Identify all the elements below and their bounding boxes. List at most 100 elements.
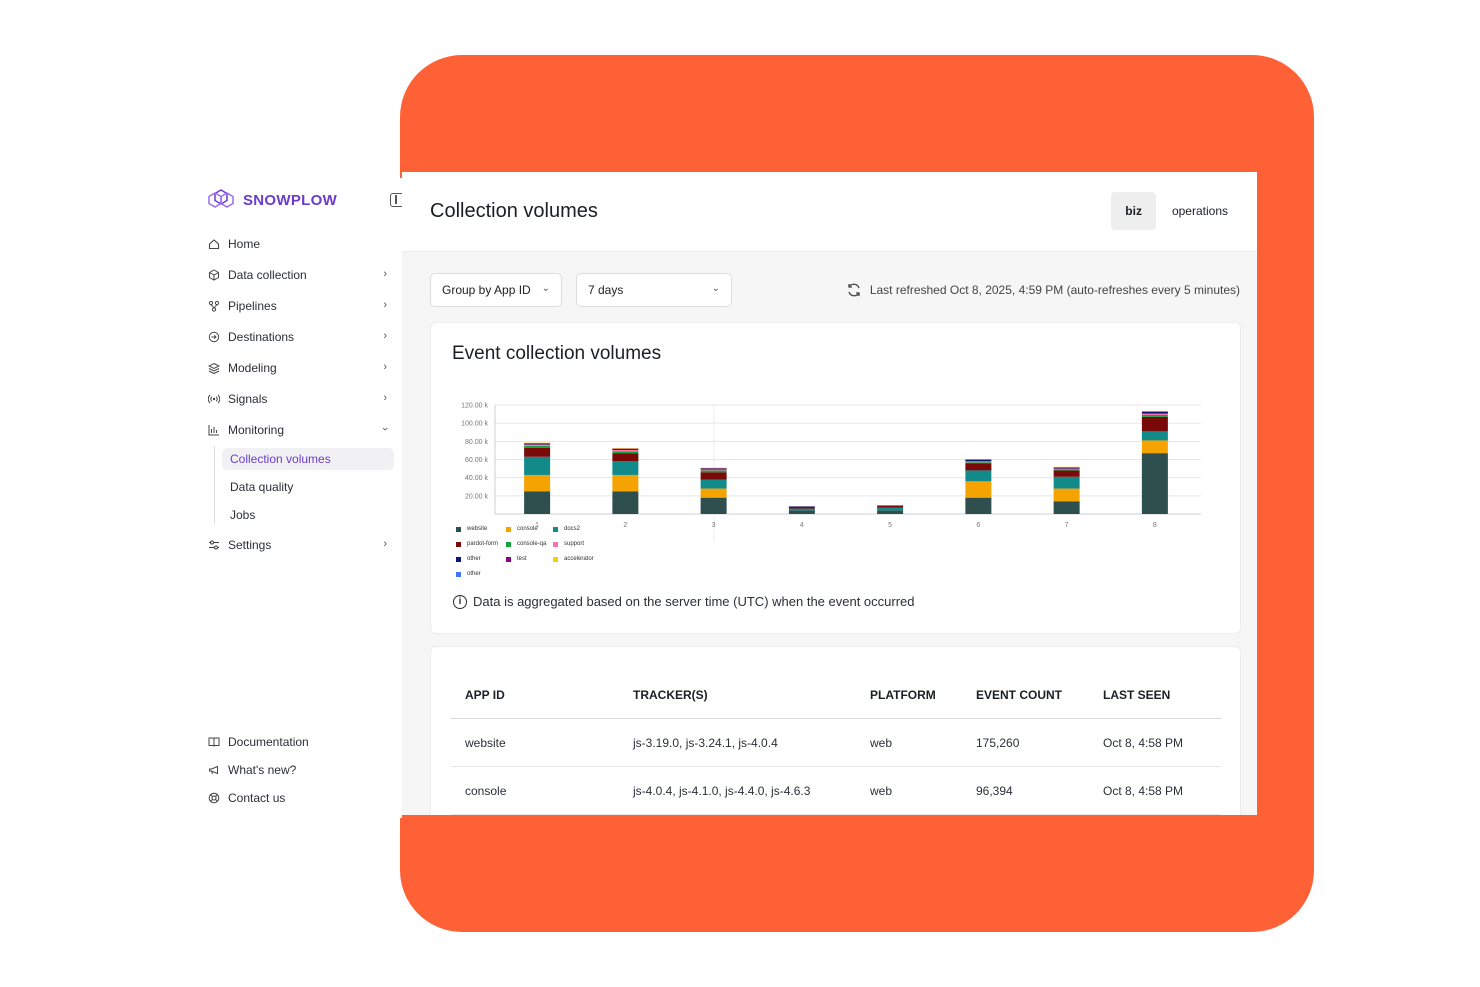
bar-segment: [965, 459, 992, 462]
bar-segment: [612, 474, 639, 492]
legend-item[interactable]: other: [456, 556, 481, 562]
refresh-status: Last refreshed Oct 8, 2025, 4:59 PM (aut…: [846, 282, 1240, 298]
app-id-cell: website: [451, 718, 619, 767]
chevron-right-icon: ›: [383, 299, 387, 311]
aggregation-note: i Data is aggregated based on the server…: [453, 594, 915, 609]
page-header: Collection volumes biz operations: [402, 172, 1257, 252]
tab-biz[interactable]: biz: [1111, 192, 1156, 230]
legend-swatch: [553, 526, 558, 532]
tab-operations[interactable]: operations: [1171, 204, 1228, 218]
lifebuoy-icon: [207, 791, 221, 805]
sidebar-item-settings[interactable]: Settings ›: [207, 533, 397, 557]
sliders-icon: [207, 538, 221, 552]
bar-segment: [700, 469, 727, 471]
column-header[interactable]: EVENT COUNT: [962, 672, 1089, 719]
y-tick-label: 100.00 k: [461, 421, 488, 428]
sidebar-item-whats-new[interactable]: What's new?: [207, 758, 397, 782]
legend-item[interactable]: other: [456, 571, 481, 577]
sidebar-item-monitoring[interactable]: Monitoring ›: [207, 418, 397, 442]
chevron-down-icon: ⌄: [541, 283, 550, 294]
legend-label: docs2: [564, 526, 581, 532]
column-header[interactable]: APP ID: [451, 672, 619, 719]
column-header[interactable]: TRACKER(S): [619, 672, 856, 719]
sidebar-item-label: Home: [228, 237, 261, 251]
chevron-right-icon: ›: [383, 538, 387, 550]
bar-segment: [612, 449, 639, 450]
column-header[interactable]: PLATFORM: [856, 672, 962, 719]
bar-segment: [788, 508, 815, 511]
legend-swatch: [553, 541, 558, 547]
chart-card: Event collection volumes 120.00 k 100.00 …: [430, 322, 1241, 634]
sidebar-item-label: Signals: [228, 392, 268, 406]
legend-label: other: [467, 556, 481, 562]
table-row[interactable]: website js-3.19.0, js-3.24.1, js-4.0.4 w…: [451, 718, 1221, 767]
legend-item[interactable]: accelerator: [553, 556, 594, 562]
sidebar-item-data-collection[interactable]: Data collection ›: [207, 263, 397, 287]
legend-swatch: [456, 571, 461, 577]
last-refreshed-text: Last refreshed Oct 8, 2025, 4:59 PM (aut…: [869, 283, 1240, 297]
brand-logo[interactable]: SNOWPLOW: [207, 188, 337, 212]
bar-segment: [524, 445, 551, 448]
chevron-right-icon: ›: [383, 392, 387, 404]
bar-segment: [877, 510, 904, 514]
sidebar-item-modeling[interactable]: Modeling ›: [207, 356, 397, 380]
table-row[interactable]: console js-4.0.4, js-4.1.0, js-4.4.0, js…: [451, 766, 1221, 815]
sidebar-item-documentation[interactable]: Documentation: [207, 730, 397, 754]
x-tick-label: 1: [535, 522, 539, 529]
bar-segment: [965, 470, 992, 482]
legend-item[interactable]: test: [506, 556, 527, 562]
bar-segment: [700, 488, 727, 498]
x-tick-label: 3: [712, 522, 716, 529]
sidebar-item-label: Contact us: [228, 791, 286, 805]
trackers-cell: js-3.19.0, js-3.24.1, js-4.0.4: [619, 718, 856, 767]
sidebar-item-destinations[interactable]: Destinations ›: [207, 325, 397, 349]
bar-segment: [700, 479, 727, 489]
workspace-tabs: biz operations: [1111, 192, 1242, 230]
bar-segment: [524, 444, 551, 446]
bar-segment: [1053, 476, 1080, 489]
legend-swatch: [553, 556, 558, 562]
sidebar-item-label: Settings: [228, 538, 272, 552]
legend-item[interactable]: console: [506, 526, 538, 532]
bar-segment: [612, 461, 639, 475]
bar-segment: [1053, 501, 1080, 514]
bar-chart-icon: [207, 423, 221, 437]
last-seen-cell: Oct 8, 4:58 PM: [1089, 718, 1221, 767]
bar-segment: [1141, 411, 1168, 414]
bar-segment: [1053, 470, 1080, 477]
sidebar-item-home[interactable]: Home: [207, 232, 397, 256]
sidebar-item-signals[interactable]: Signals ›: [207, 387, 397, 411]
bar-segment: [1141, 414, 1168, 417]
legend-item[interactable]: pardot-form: [456, 541, 498, 547]
brand-name: SNOWPLOW: [243, 191, 338, 209]
sidebar-item-label: Pipelines: [228, 299, 277, 313]
legend-item[interactable]: support: [553, 541, 584, 547]
platform-cell: web: [856, 718, 962, 767]
refresh-icon[interactable]: [846, 282, 862, 298]
bar-segment: [612, 449, 639, 452]
time-range-select[interactable]: 7 days ⌄: [576, 273, 732, 307]
sidebar-subitem-jobs[interactable]: Jobs: [230, 508, 256, 522]
legend-label: accelerator: [564, 556, 594, 562]
chart-title: Event collection volumes: [452, 343, 662, 364]
bar-segment: [700, 468, 727, 470]
y-tick-label: 80.00 k: [465, 439, 488, 446]
sidebar-subitem-collection-volumes[interactable]: Collection volumes: [222, 448, 394, 470]
bar-segment: [1141, 413, 1168, 415]
pipeline-icon: [207, 299, 221, 313]
sidebar-item-contact-us[interactable]: Contact us: [207, 786, 397, 810]
legend-item[interactable]: website: [456, 526, 487, 532]
signal-icon: [207, 392, 221, 406]
bar-segment: [524, 491, 551, 514]
sidebar-subitem-data-quality[interactable]: Data quality: [230, 480, 294, 494]
bar-segment: [524, 474, 551, 492]
sidebar-item-pipelines[interactable]: Pipelines ›: [207, 294, 397, 318]
bar-segment: [965, 497, 992, 514]
column-header[interactable]: LAST SEEN: [1089, 672, 1221, 719]
legend-item[interactable]: console-qa: [506, 541, 546, 547]
y-tick-label: 40.00 k: [465, 475, 488, 482]
x-tick-label: 5: [888, 522, 892, 529]
group-by-select[interactable]: Group by App ID ⌄: [430, 273, 562, 307]
legend-item[interactable]: docs2: [553, 526, 580, 532]
bar-segment: [1053, 468, 1080, 470]
